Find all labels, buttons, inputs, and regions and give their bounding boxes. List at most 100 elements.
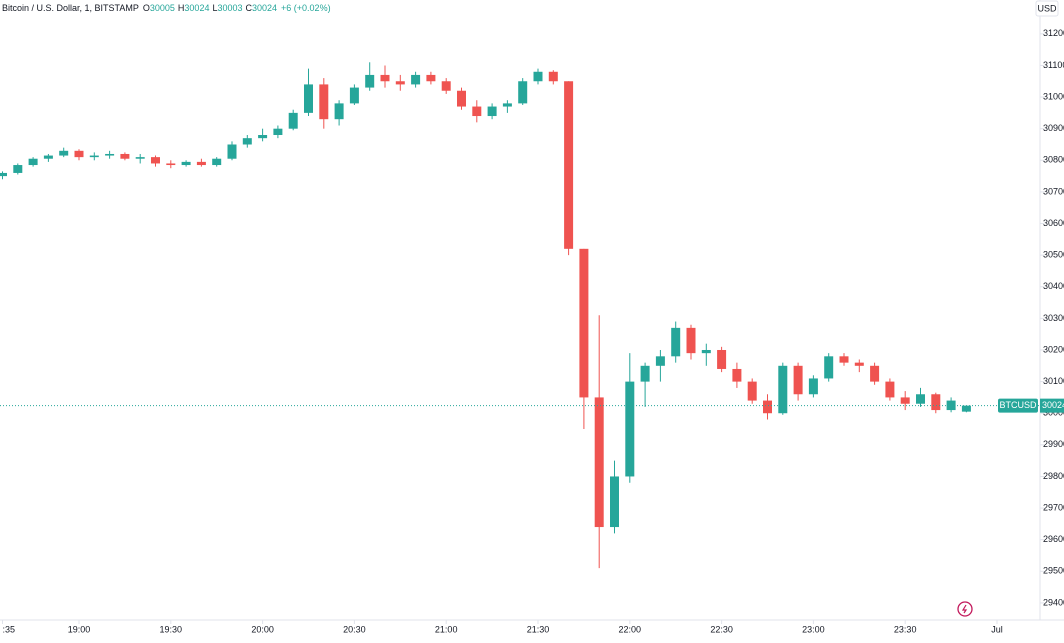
candle-body — [579, 248, 589, 398]
lightning-icon[interactable] — [957, 601, 973, 617]
candle-body — [59, 150, 69, 156]
y-tick-label: 30900 — [1043, 123, 1064, 133]
y-tick-label: 30600 — [1043, 218, 1064, 228]
candle-body — [380, 74, 390, 82]
x-tick-label: 19:30 — [160, 624, 183, 634]
candle-body — [533, 71, 543, 82]
icon-circle[interactable] — [957, 601, 973, 617]
candle-body — [196, 161, 206, 166]
candle-body — [151, 157, 160, 164]
candle-body — [625, 381, 635, 477]
candle-body — [763, 400, 772, 414]
candle-body — [487, 106, 497, 117]
candle-body — [227, 144, 237, 159]
chart-title: Bitcoin / U.S. Dollar, 1, BITSTAMP — [2, 3, 139, 13]
candle-body — [778, 365, 788, 414]
ohlc-label: O — [143, 3, 150, 13]
candle-body — [89, 155, 99, 158]
y-tick-label: 29800 — [1043, 471, 1064, 481]
currency[interactable]: USD — [1037, 3, 1057, 13]
candle-body — [319, 84, 329, 120]
ohlc-value: 30003 — [217, 3, 242, 13]
candle-body — [411, 74, 421, 85]
ohlc-value: 30024 — [184, 3, 209, 13]
candle-body — [808, 378, 818, 395]
candle-body — [655, 356, 665, 366]
candle-body — [502, 103, 512, 107]
y-tick-label: 29600 — [1043, 534, 1064, 544]
candle-body — [304, 84, 313, 113]
x-tick-label: 20:30 — [343, 624, 366, 634]
candle-body — [839, 356, 849, 363]
last-price-box — [1040, 398, 1064, 413]
candle-body — [258, 135, 268, 139]
candle-body — [395, 81, 405, 85]
y-tick-label: 31000 — [1043, 91, 1064, 101]
candle-body — [120, 153, 130, 159]
candle-body — [441, 81, 451, 91]
ohlc-label: H — [178, 3, 185, 13]
y-tick-label: 30200 — [1043, 344, 1064, 354]
x-tick-label: 23:30 — [894, 624, 917, 634]
candle-body — [686, 327, 696, 354]
candle-body — [426, 74, 436, 82]
candle-body — [900, 397, 910, 404]
candle-body — [885, 381, 895, 398]
candle-body — [334, 103, 344, 120]
y-tick-label: 30700 — [1043, 186, 1064, 196]
candle-body — [824, 356, 834, 379]
candle-body — [854, 362, 864, 366]
candle-body — [916, 394, 925, 404]
y-tick-label: 29700 — [1043, 502, 1064, 512]
ohlc-value: 30005 — [150, 3, 175, 13]
y-tick-label: 30100 — [1043, 376, 1064, 386]
icon-bolt[interactable] — [961, 604, 968, 614]
candle-body — [472, 106, 482, 117]
x-tick-label: 20:00 — [251, 624, 274, 634]
candle-body — [548, 71, 558, 82]
candle-body — [43, 155, 53, 159]
y-tick-label: 31200 — [1043, 28, 1064, 38]
candle-body — [166, 163, 176, 166]
candle-body — [288, 112, 298, 129]
candle-body — [457, 90, 466, 107]
x-tick-label: 23:00 — [802, 624, 825, 634]
x-tick-label: 22:30 — [710, 624, 733, 634]
x-tick-label: Jul — [991, 624, 1003, 634]
candle-body — [701, 349, 711, 354]
candle-body — [349, 87, 359, 104]
candle-body — [640, 365, 650, 382]
ohlc-label: L — [212, 3, 217, 13]
candle-body — [732, 368, 742, 382]
symbol-box — [998, 398, 1038, 413]
candle-body — [365, 74, 375, 88]
y-tick-label: 29900 — [1043, 439, 1064, 449]
candle-body — [105, 153, 115, 156]
candle-body — [0, 172, 7, 177]
candle-body — [671, 327, 681, 357]
candle-body — [242, 138, 252, 145]
candle-body — [13, 165, 23, 173]
ohlc-value: 30024 — [252, 3, 277, 13]
y-tick-label: 31100 — [1043, 60, 1064, 70]
x-tick-label: :35 — [3, 624, 16, 634]
y-tick-label: 29400 — [1043, 597, 1064, 607]
candle-body — [28, 158, 38, 166]
currency-box[interactable] — [1035, 0, 1059, 17]
y-tick-label: 30500 — [1043, 250, 1064, 260]
candle-body — [747, 381, 757, 401]
candle-body — [518, 81, 528, 104]
candle-body — [793, 365, 803, 395]
candle-body — [74, 150, 84, 158]
ohlc-label: C — [246, 3, 253, 13]
x-tick-label: 21:30 — [527, 624, 550, 634]
candle-body — [181, 161, 191, 166]
candle-body — [135, 157, 145, 159]
candle-body — [717, 349, 727, 369]
candle-body — [564, 81, 574, 249]
last-price-label: 30024 — [1042, 400, 1064, 410]
candle-body — [931, 394, 941, 411]
candle-body — [870, 365, 880, 382]
